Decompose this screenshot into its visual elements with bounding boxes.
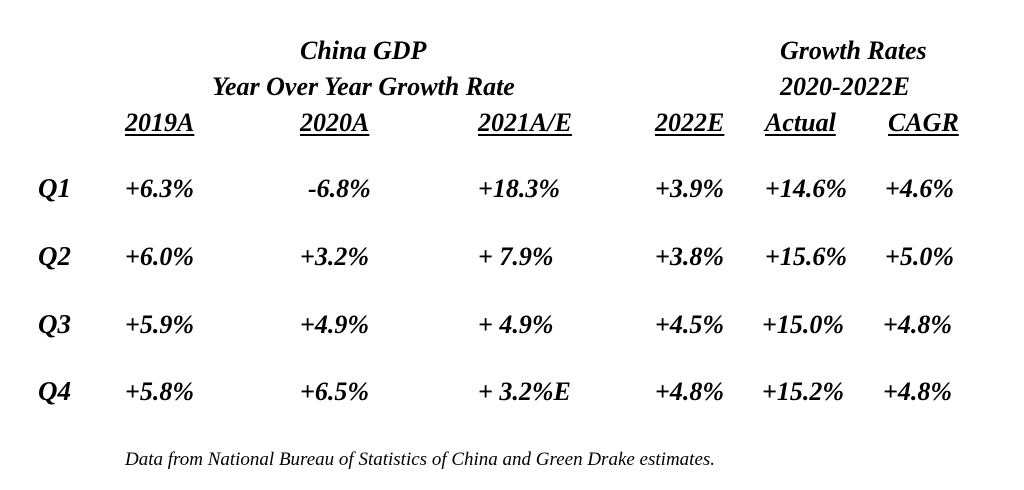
table-cell: +5.8% [125,377,194,406]
table-cell: +5.0% [885,242,954,271]
source-footnote: Data from National Bureau of Statistics … [125,449,716,470]
growth-rates-subtitle: 2020-2022E [780,72,910,101]
table-cell: +4.6% [885,174,954,203]
table-cell: +15.6% [765,242,847,271]
table-subtitle: Year Over Year Growth Rate [212,72,515,101]
table-cell: +3.8% [655,242,724,271]
table-cell: -6.8% [308,174,371,203]
table-cell: +3.2% [300,242,369,271]
table-cell: +6.0% [125,242,194,271]
column-header-2019a: 2019A [125,108,195,137]
row-label-q4: Q4 [38,376,71,406]
table-cell: +4.8% [655,377,724,406]
table-cell: +18.3% [478,174,560,203]
table-cell: +4.8% [883,377,952,406]
growth-rates-title: Growth Rates [780,36,927,65]
table-cell: +15.2% [762,377,844,406]
column-header-actual: Actual [765,108,836,137]
column-header-cagr: CAGR [888,108,959,137]
table-cell: +5.9% [125,310,194,339]
column-header-2020a: 2020A [300,108,370,137]
table-cell: +4.5% [655,310,724,339]
table-cell: +4.8% [883,310,952,339]
table-cell: + 4.9% [478,310,554,339]
table-cell: +4.9% [300,310,369,339]
table-cell: +6.5% [300,377,369,406]
table-cell: + 7.9% [478,242,554,271]
row-label-q2: Q2 [38,241,71,271]
column-header-2021ae: 2021A/E [478,108,572,137]
table-cell: +15.0% [762,310,844,339]
table-cell: +14.6% [765,174,847,203]
row-label-q1: Q1 [38,173,71,203]
column-header-2022e: 2022E [655,108,725,137]
row-label-q3: Q3 [38,309,71,339]
table-title: China GDP [300,36,427,65]
table-cell: + 3.2%E [478,377,571,406]
table-cell: +3.9% [655,174,724,203]
table-cell: +6.3% [125,174,194,203]
